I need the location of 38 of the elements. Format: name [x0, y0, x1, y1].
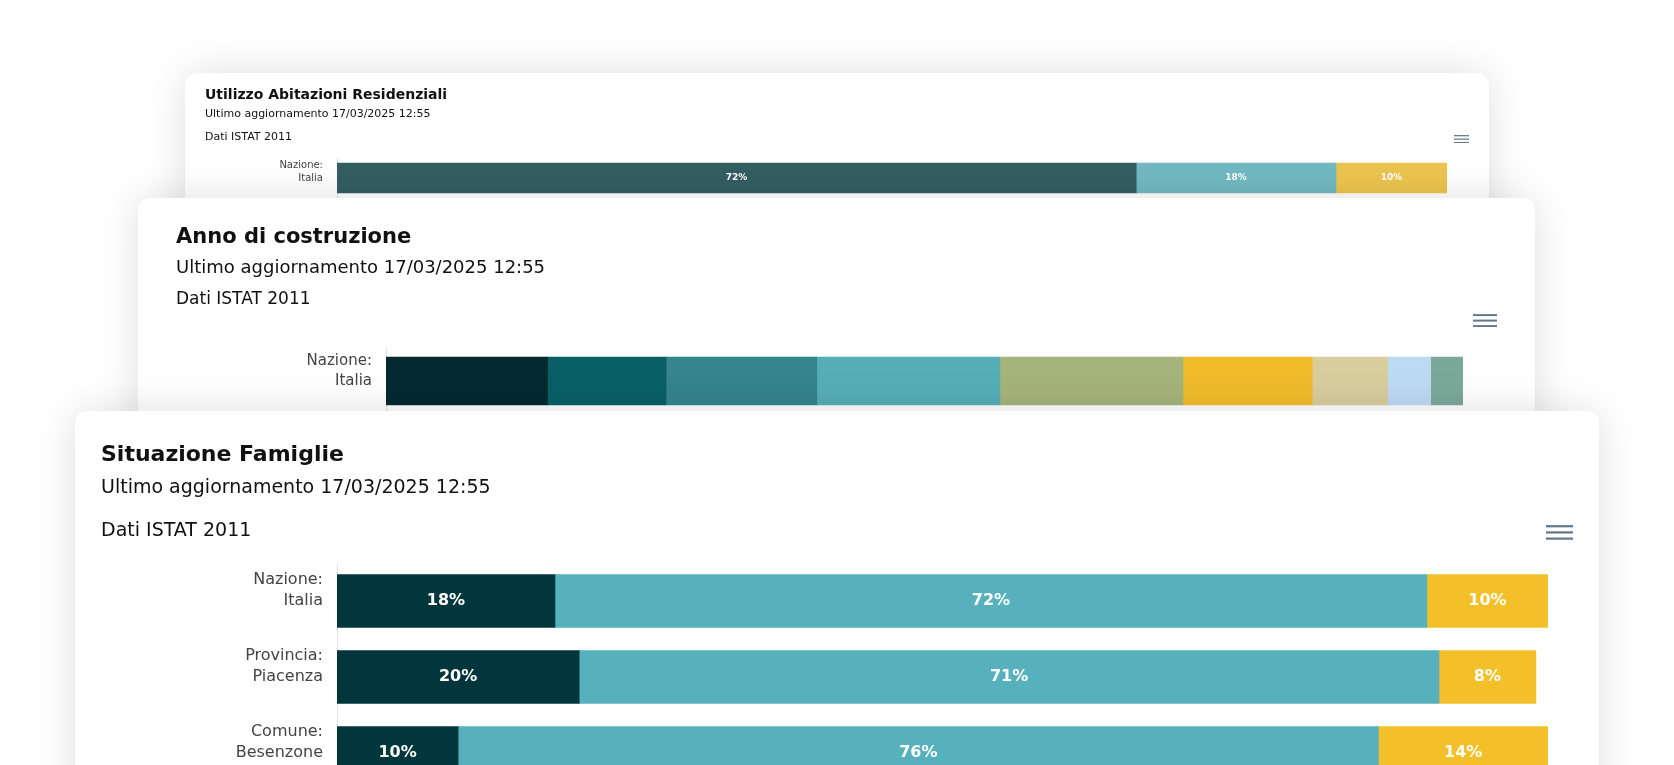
chart-title: Situazione Famiglie — [101, 441, 344, 466]
data-label: 14% — [1444, 742, 1483, 762]
y-tick-label: Comune: Besenzone — [235, 721, 323, 762]
data-label: 10% — [1380, 172, 1403, 183]
bar — [386, 356, 548, 406]
bar — [1430, 356, 1463, 406]
data-label: 18% — [1225, 172, 1247, 183]
bar — [547, 356, 667, 406]
y-tick-label: Nazione: Italia — [279, 158, 323, 183]
data-label: 76% — [899, 742, 938, 762]
bar — [816, 356, 1001, 406]
bar — [1426, 574, 1548, 628]
bar — [1387, 356, 1432, 406]
bar — [337, 574, 556, 628]
y-tick-label: Nazione: Italia — [306, 351, 372, 389]
chart-title: Anno di costruzione — [176, 224, 412, 248]
data-label: 72% — [971, 590, 1011, 610]
data-label: 10% — [378, 742, 417, 762]
y-tick-label: Provincia: Piacenza — [245, 645, 323, 686]
data-label: 20% — [438, 666, 478, 686]
data-label: 18% — [426, 590, 466, 610]
bar — [1311, 356, 1388, 406]
bar — [1182, 356, 1313, 406]
chart-subtitle: Ultimo aggiornamento 17/03/2025 12:55 — [205, 107, 431, 120]
data-label: 72% — [725, 172, 748, 183]
chart-subtitle: Ultimo aggiornamento 17/03/2025 12:55 — [101, 475, 491, 497]
chart-title: Utilizzo Abitazioni Residenziali — [205, 86, 448, 102]
bar — [999, 356, 1184, 406]
chart-subtitle: Ultimo aggiornamento 17/03/2025 12:55 — [176, 256, 546, 277]
data-label: 10% — [1468, 590, 1507, 610]
y-tick-label: Nazione: Italia — [253, 569, 323, 610]
text: Dati ISTAT 2011 — [101, 518, 252, 540]
data-label: 8% — [1473, 666, 1502, 686]
text: Dati ISTAT 2011 — [205, 130, 293, 143]
text: Dati ISTAT 2011 — [176, 288, 311, 308]
bar — [554, 574, 1428, 628]
data-label: 71% — [989, 666, 1029, 686]
bar — [665, 356, 818, 406]
